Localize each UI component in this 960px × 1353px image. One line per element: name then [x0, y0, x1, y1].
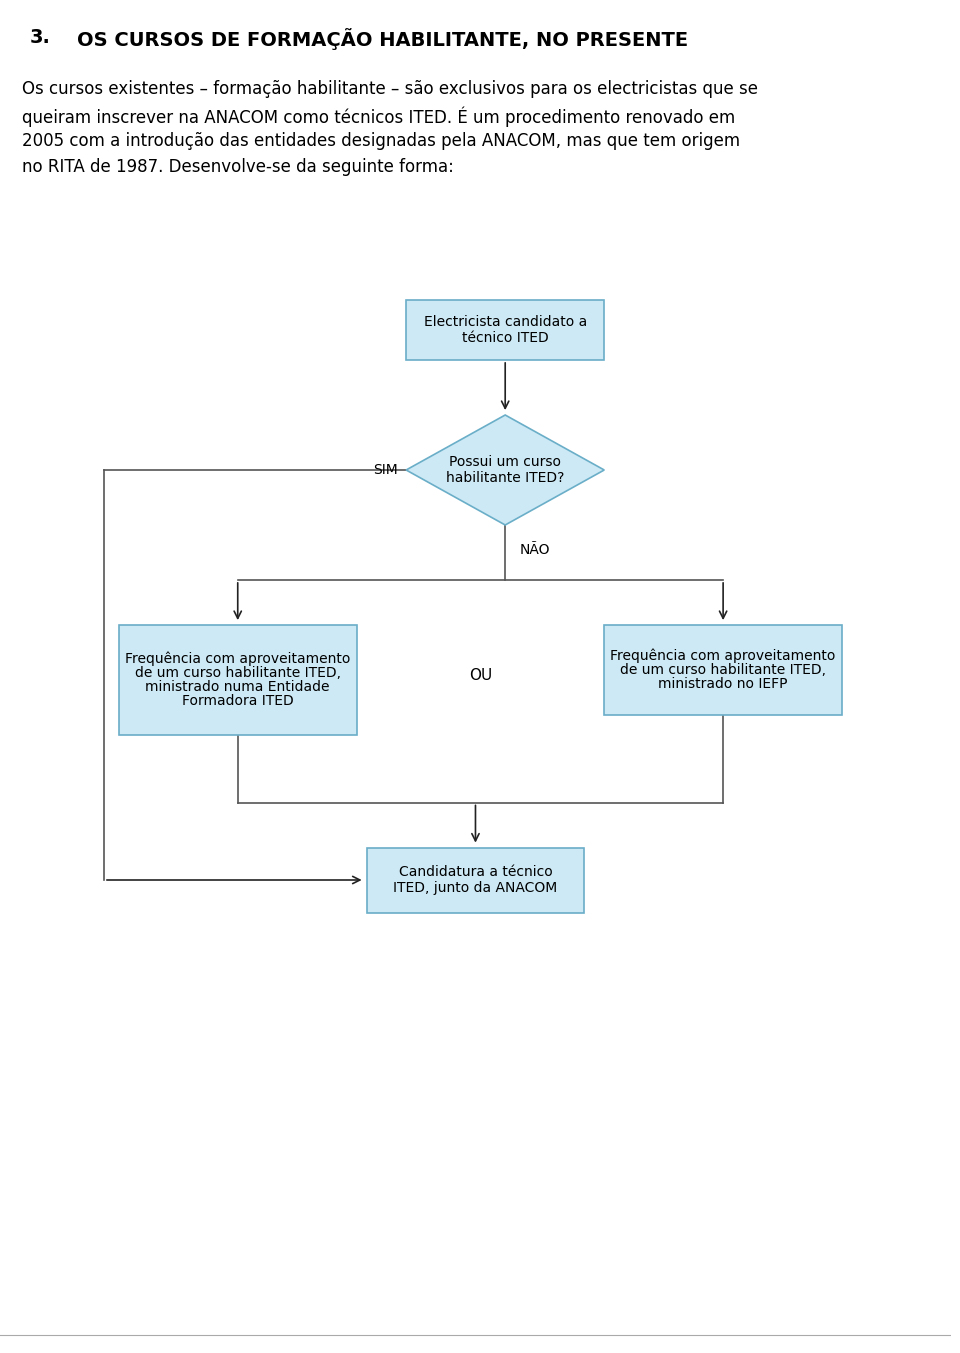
FancyBboxPatch shape — [119, 625, 356, 735]
Text: Os cursos existentes – formação habilitante – são exclusivos para os electricist: Os cursos existentes – formação habilita… — [22, 80, 757, 97]
Text: Frequência com aproveitamento: Frequência com aproveitamento — [611, 648, 836, 663]
Text: queiram inscrever na ANACOM como técnicos ITED. É um procedimento renovado em: queiram inscrever na ANACOM como técnico… — [22, 106, 735, 126]
Text: NÃO: NÃO — [520, 543, 550, 557]
Text: Frequência com aproveitamento: Frequência com aproveitamento — [125, 652, 350, 666]
FancyBboxPatch shape — [406, 300, 604, 360]
Text: SIM: SIM — [373, 463, 398, 478]
FancyBboxPatch shape — [604, 625, 842, 714]
Text: Possui um curso
habilitante ITED?: Possui um curso habilitante ITED? — [446, 455, 564, 486]
Polygon shape — [406, 415, 604, 525]
Text: OS CURSOS DE FORMAÇÃO HABILITANTE, NO PRESENTE: OS CURSOS DE FORMAÇÃO HABILITANTE, NO PR… — [77, 28, 688, 50]
Text: de um curso habilitante ITED,: de um curso habilitante ITED, — [620, 663, 827, 676]
Text: no RITA de 1987. Desenvolve-se da seguinte forma:: no RITA de 1987. Desenvolve-se da seguin… — [22, 158, 454, 176]
Text: OU: OU — [468, 667, 492, 682]
Text: Electricista candidato a
técnico ITED: Electricista candidato a técnico ITED — [423, 315, 587, 345]
Text: Candidatura a técnico
ITED, junto da ANACOM: Candidatura a técnico ITED, junto da ANA… — [394, 865, 558, 896]
Text: ministrado numa Entidade: ministrado numa Entidade — [146, 681, 330, 694]
Text: ministrado no IEFP: ministrado no IEFP — [659, 676, 788, 691]
Text: 2005 com a introdução das entidades designadas pela ANACOM, mas que tem origem: 2005 com a introdução das entidades desi… — [22, 133, 740, 150]
Text: de um curso habilitante ITED,: de um curso habilitante ITED, — [134, 666, 341, 681]
FancyBboxPatch shape — [367, 847, 585, 912]
Text: Formadora ITED: Formadora ITED — [181, 694, 294, 708]
Text: 3.: 3. — [30, 28, 51, 47]
